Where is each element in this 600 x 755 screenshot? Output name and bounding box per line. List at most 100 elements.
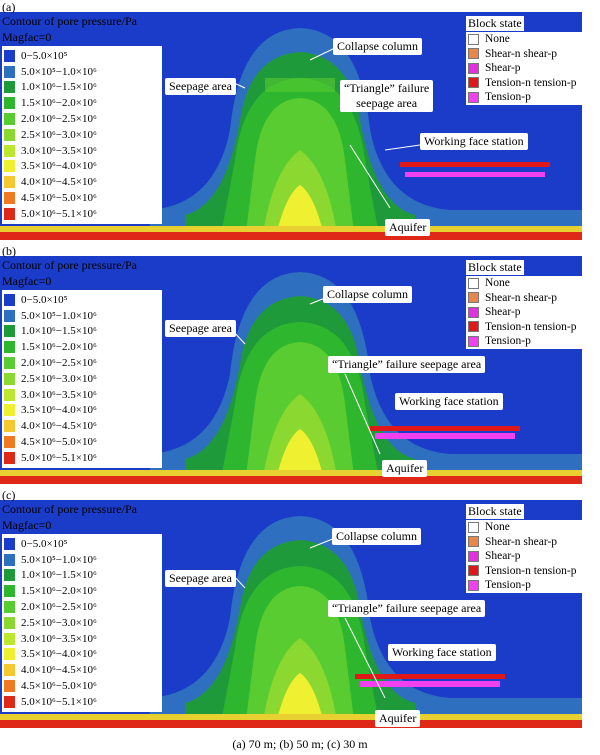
legend-label: 1.0×10⁶−1.5×10⁶ xyxy=(21,569,97,582)
figure-caption: (a) 70 m; (b) 50 m; (c) 30 m xyxy=(232,737,368,751)
legend-swatch xyxy=(4,113,15,126)
legend-swatch xyxy=(4,451,15,464)
legend-swatch xyxy=(4,537,15,550)
legend-label: 1.0×10⁶−1.5×10⁶ xyxy=(21,325,97,338)
legend-label: 3.0×10⁶−3.5×10⁶ xyxy=(21,632,97,645)
legend-label: 2.5×10⁶−3.0×10⁶ xyxy=(21,372,97,385)
legend-swatch xyxy=(4,65,15,78)
legend-label: 4.5×10⁶−5.0×10⁶ xyxy=(21,436,97,449)
legend-swatch xyxy=(4,569,15,582)
legend-row: 1.5×10⁶−2.0×10⁶ xyxy=(2,339,162,355)
block-label: None xyxy=(485,33,510,46)
pressure-legend: 0−5.0×10⁵ 5.0×10⁵−1.0×10⁶ 1.0×10⁶−1.5×10… xyxy=(2,290,162,468)
block-label: Tension-p xyxy=(485,579,531,592)
working-face-callout: Working face station xyxy=(395,393,503,410)
block-state-legend: Block state None Shear-n shear-p Shear-p… xyxy=(466,258,600,349)
legend-swatch xyxy=(4,144,15,157)
legend-row: 0−5.0×10⁵ xyxy=(2,292,162,308)
block-row: Tension-n tension-p xyxy=(466,75,600,90)
block-swatch xyxy=(468,77,479,89)
legend-row: 3.0×10⁶−3.5×10⁶ xyxy=(2,631,162,647)
block-swatch xyxy=(468,91,479,103)
legend-swatch xyxy=(4,695,15,708)
block-label: Tension-n tension-p xyxy=(485,564,577,577)
seepage-area-callout: Seepage area xyxy=(165,320,236,337)
block-state-legend: Block state None Shear-n shear-p Shear-p… xyxy=(466,502,600,593)
legend-swatch xyxy=(4,97,15,110)
legend-swatch xyxy=(4,616,15,629)
legend-label: 5.0×10⁶−5.1×10⁶ xyxy=(21,207,97,220)
block-swatch xyxy=(468,277,479,289)
block-label: Shear-p xyxy=(485,550,521,563)
block-swatch xyxy=(468,550,479,562)
aquifer-callout: Aquifer xyxy=(375,710,421,727)
legend-row: 5.0×10⁵−1.0×10⁶ xyxy=(2,552,162,568)
legend-row: 0−5.0×10⁵ xyxy=(2,536,162,552)
block-swatch xyxy=(468,321,479,333)
legend-label: 5.0×10⁵−1.0×10⁶ xyxy=(21,65,97,78)
legend-label: 2.5×10⁶−3.0×10⁶ xyxy=(21,616,97,629)
legend-row: 4.0×10⁶−4.5×10⁶ xyxy=(2,418,162,434)
collapse-column-callout: Collapse column xyxy=(323,286,412,303)
legend-row: 2.0×10⁶−2.5×10⁶ xyxy=(2,355,162,371)
legend-label: 2.5×10⁶−3.0×10⁶ xyxy=(21,128,97,141)
block-swatch xyxy=(468,521,479,533)
legend-swatch xyxy=(4,176,15,189)
contour-title: Contour of pore pressure/Pa xyxy=(2,258,137,272)
block-swatch xyxy=(468,536,479,548)
legend-label: 3.5×10⁶−4.0×10⁶ xyxy=(21,404,97,417)
legend-swatch xyxy=(4,585,15,598)
contour-title: Contour of pore pressure/Pa xyxy=(2,502,137,516)
aquifer-callout: Aquifer xyxy=(382,460,428,477)
magfac-label: Magfac=0 xyxy=(2,30,52,44)
block-row: Shear-n shear-p xyxy=(466,290,600,305)
panel-label: (c) xyxy=(2,488,16,502)
legend-swatch xyxy=(4,664,15,677)
block-state-title: Block state xyxy=(466,16,524,31)
block-swatch xyxy=(468,62,479,74)
block-label: Shear-n shear-p xyxy=(485,47,558,60)
aquifer-callout: Aquifer xyxy=(385,219,431,236)
legend-row: 2.5×10⁶−3.0×10⁶ xyxy=(2,127,162,143)
panel-b: (b) Contour of pore pressure/Pa Magfac=0… xyxy=(0,244,600,489)
legend-label: 2.0×10⁶−2.5×10⁶ xyxy=(21,113,97,126)
block-swatch xyxy=(468,335,479,347)
legend-label: 4.5×10⁶−5.0×10⁶ xyxy=(21,192,97,205)
legend-row: 5.0×10⁶−5.1×10⁶ xyxy=(2,694,162,710)
panel-c: (c) Contour of pore pressure/Pa Magfac=0… xyxy=(0,488,600,733)
block-row: Tension-n tension-p xyxy=(466,319,600,334)
block-label: Tension-p xyxy=(485,91,531,104)
block-row: None xyxy=(466,32,600,47)
legend-label: 0−5.0×10⁵ xyxy=(21,49,68,62)
triangle-failure-callout: “Triangle” failure seepage area xyxy=(328,356,486,373)
block-label: Tension-p xyxy=(485,335,531,348)
legend-label: 1.5×10⁶−2.0×10⁶ xyxy=(21,341,97,354)
legend-label: 1.0×10⁶−1.5×10⁶ xyxy=(21,81,97,94)
legend-row: 1.0×10⁶−1.5×10⁶ xyxy=(2,568,162,584)
block-row: Tension-p xyxy=(466,578,600,593)
legend-row: 4.0×10⁶−4.5×10⁶ xyxy=(2,662,162,678)
block-row: Tension-p xyxy=(466,334,600,349)
legend-label: 1.5×10⁶−2.0×10⁶ xyxy=(21,585,97,598)
legend-row: 3.0×10⁶−3.5×10⁶ xyxy=(2,387,162,403)
seepage-area-callout: Seepage area xyxy=(165,78,236,95)
block-label: Shear-n shear-p xyxy=(485,291,558,304)
legend-label: 3.5×10⁶−4.0×10⁶ xyxy=(21,160,97,173)
pressure-legend: 0−5.0×10⁵ 5.0×10⁵−1.0×10⁶ 1.0×10⁶−1.5×10… xyxy=(2,534,162,712)
collapse-column-callout: Collapse column xyxy=(332,528,421,545)
block-swatch xyxy=(468,33,479,45)
legend-row: 3.5×10⁶−4.0×10⁶ xyxy=(2,403,162,419)
legend-row: 3.0×10⁶−3.5×10⁶ xyxy=(2,143,162,159)
legend-label: 1.5×10⁶−2.0×10⁶ xyxy=(21,97,97,110)
legend-label: 3.0×10⁶−3.5×10⁶ xyxy=(21,144,97,157)
block-state-title: Block state xyxy=(466,260,524,275)
triangle-failure-callout: “Triangle” failure seepage area xyxy=(340,80,434,112)
legend-row: 3.5×10⁶−4.0×10⁶ xyxy=(2,647,162,663)
legend-swatch xyxy=(4,436,15,449)
legend-label: 5.0×10⁵−1.0×10⁶ xyxy=(21,553,97,566)
legend-row: 2.5×10⁶−3.0×10⁶ xyxy=(2,615,162,631)
legend-row: 1.0×10⁶−1.5×10⁶ xyxy=(2,80,162,96)
legend-row: 5.0×10⁵−1.0×10⁶ xyxy=(2,64,162,80)
legend-label: 4.0×10⁶−4.5×10⁶ xyxy=(21,420,97,433)
panel-a: (a) Contour of pore pressure/Pa Magfac=0… xyxy=(0,0,600,245)
